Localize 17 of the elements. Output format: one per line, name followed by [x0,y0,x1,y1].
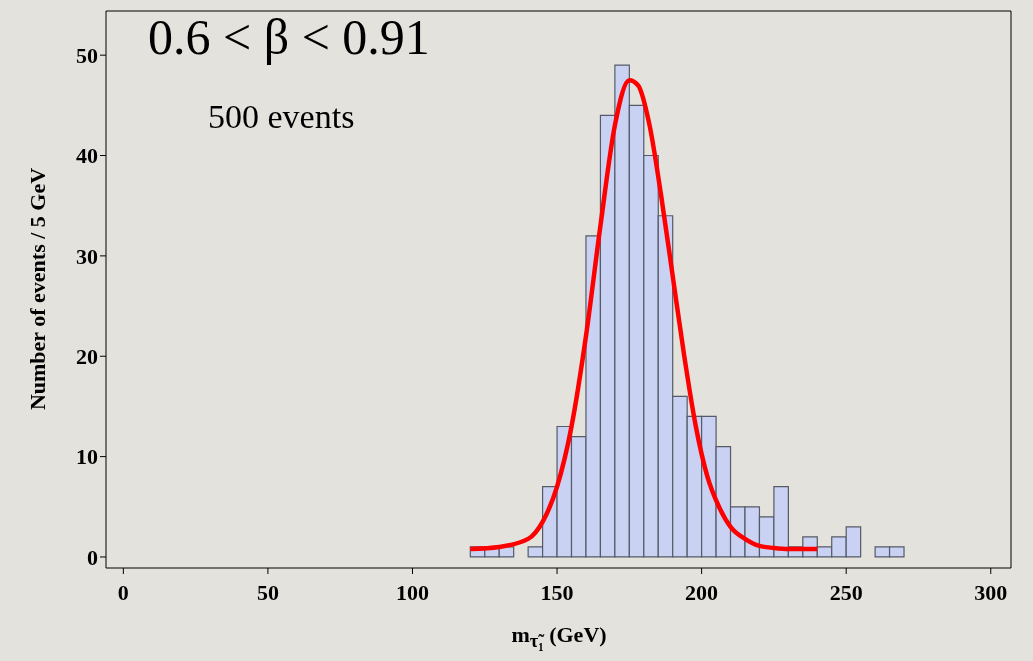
y-tick-label: 40 [76,143,98,169]
y-tick-label: 10 [76,444,98,470]
x-tick-label: 250 [829,579,863,605]
y-axis-title: Number of events / 5 GeV [25,167,51,411]
x-tick-label: 50 [256,579,279,605]
y-tick-label: 50 [76,42,98,68]
x-axis-title: m$_{τ̃₁}$ (GeV) [510,622,608,653]
x-tick-label: 300 [974,579,1008,605]
y-tick-label: 0 [87,544,98,570]
x-tick-label: 100 [395,579,429,605]
x-tick-label: 150 [540,579,574,605]
y-tick-label: 20 [76,344,98,370]
annotation: 0.6 < β < 0.91 [148,8,430,66]
x-tick-label: 200 [685,579,719,605]
x-tick-label: 0 [117,579,129,605]
y-tick-label: 30 [76,243,98,269]
annotation: 500 events [208,98,355,136]
